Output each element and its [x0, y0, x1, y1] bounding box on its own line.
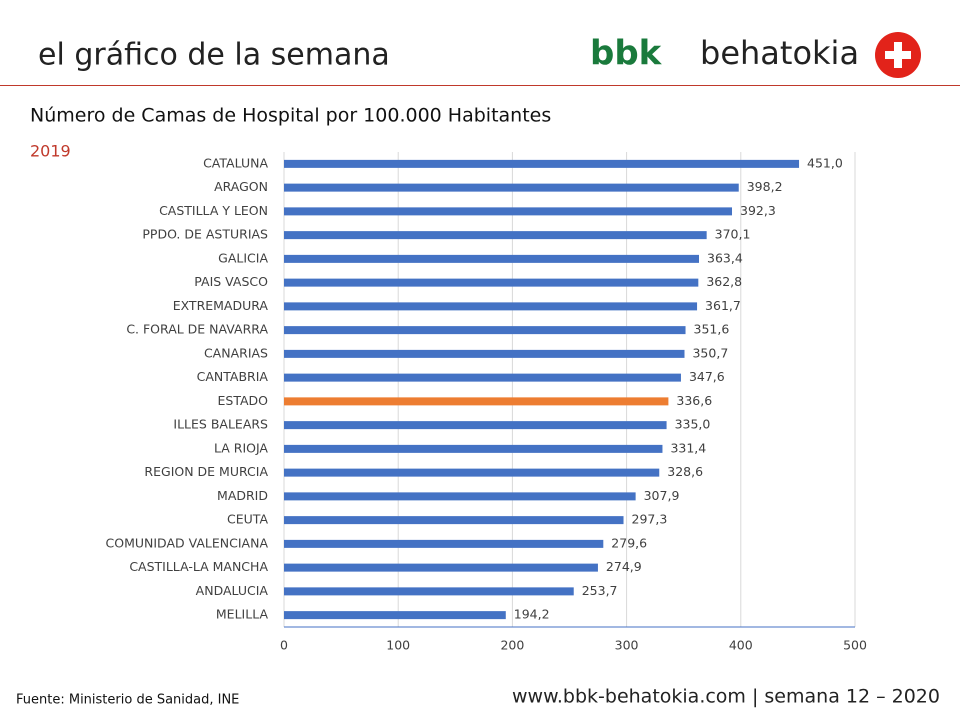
value-label: 361,7: [705, 298, 741, 313]
x-tick-label: 200: [500, 638, 524, 653]
value-label: 350,7: [692, 345, 728, 360]
category-label: CASTILLA Y LEON: [159, 203, 268, 218]
header-title: el gráfico de la semana: [38, 38, 390, 73]
x-tick-label: 400: [729, 638, 753, 653]
value-label: 347,6: [689, 369, 725, 384]
bar: [284, 349, 685, 358]
category-label: CATALUNA: [203, 155, 268, 170]
bar: [284, 539, 604, 548]
x-tick-label: 100: [386, 638, 410, 653]
bar: [284, 159, 800, 168]
bar: [284, 326, 686, 335]
category-label: ARAGON: [214, 179, 268, 194]
value-label: 351,6: [694, 322, 730, 337]
value-label: 253,7: [582, 583, 618, 598]
value-label: 392,3: [740, 203, 776, 218]
category-label: ANDALUCIA: [196, 583, 269, 598]
value-label: 307,9: [644, 488, 680, 503]
category-label: CASTILLA-LA MANCHA: [129, 559, 268, 574]
category-label: CANTABRIA: [197, 369, 269, 384]
category-label: C. FORAL DE NAVARRA: [126, 322, 268, 337]
category-label: GALICIA: [218, 250, 268, 265]
value-label: 194,2: [514, 607, 550, 622]
bar: [284, 302, 698, 311]
category-label: EXTREMADURA: [173, 298, 269, 313]
value-label: 335,0: [675, 417, 711, 432]
chart-subtitle: 2019: [30, 142, 71, 161]
footer-site: www.bbk-behatokia.com | semana 12 – 2020: [512, 686, 940, 708]
logo-bold: bbk: [590, 34, 663, 74]
value-label: 362,8: [706, 274, 742, 289]
category-label: LA RIOJA: [214, 440, 268, 455]
category-label: COMUNIDAD VALENCIANA: [106, 535, 269, 550]
source: Fuente: Ministerio de Sanidad, INE: [16, 693, 239, 708]
bar: [284, 563, 598, 572]
logo-plus: [885, 42, 911, 68]
value-label: 297,3: [632, 512, 668, 527]
category-label: MELILLA: [216, 607, 269, 622]
value-label: 328,6: [667, 464, 703, 479]
value-label: 398,2: [747, 179, 783, 194]
bar: [284, 516, 624, 525]
bar: [284, 397, 669, 406]
bar: [284, 183, 739, 192]
value-label: 451,0: [807, 155, 843, 170]
plot: 0 100 200 300 400 500 CATALUNA 451,0 ARAGON 398,2…: [106, 152, 867, 653]
x-tick-label: 300: [615, 638, 639, 653]
bar: [284, 444, 663, 453]
value-label: 363,4: [707, 250, 743, 265]
bar: [284, 278, 699, 287]
bar: [284, 373, 681, 382]
value-label: 279,6: [611, 535, 647, 550]
bar: [284, 421, 667, 430]
bar: [284, 468, 660, 477]
bar: [284, 231, 707, 240]
category-label: ILLES BALEARS: [173, 417, 268, 432]
category-label: ESTADO: [217, 393, 268, 408]
category-label: PPDO. DE ASTURIAS: [142, 227, 268, 242]
value-label: 331,4: [670, 440, 706, 455]
category-label: CANARIAS: [204, 345, 268, 360]
bar: [284, 254, 700, 263]
category-label: PAIS VASCO: [194, 274, 268, 289]
logo-text: behatokia: [700, 34, 859, 72]
x-tick-label: 500: [843, 638, 867, 653]
category-label: REGION DE MURCIA: [144, 464, 268, 479]
category-label: CEUTA: [227, 512, 268, 527]
bar: [284, 611, 506, 620]
bar: [284, 587, 574, 596]
category-label: MADRID: [217, 488, 268, 503]
value-label: 370,1: [715, 227, 751, 242]
bar: [284, 207, 733, 216]
value-label: 336,6: [676, 393, 712, 408]
bar: [284, 492, 636, 501]
chart-title: Número de Camas de Hospital por 100.000 …: [30, 105, 551, 127]
value-label: 274,9: [606, 559, 642, 574]
x-tick-label: 0: [280, 638, 288, 653]
